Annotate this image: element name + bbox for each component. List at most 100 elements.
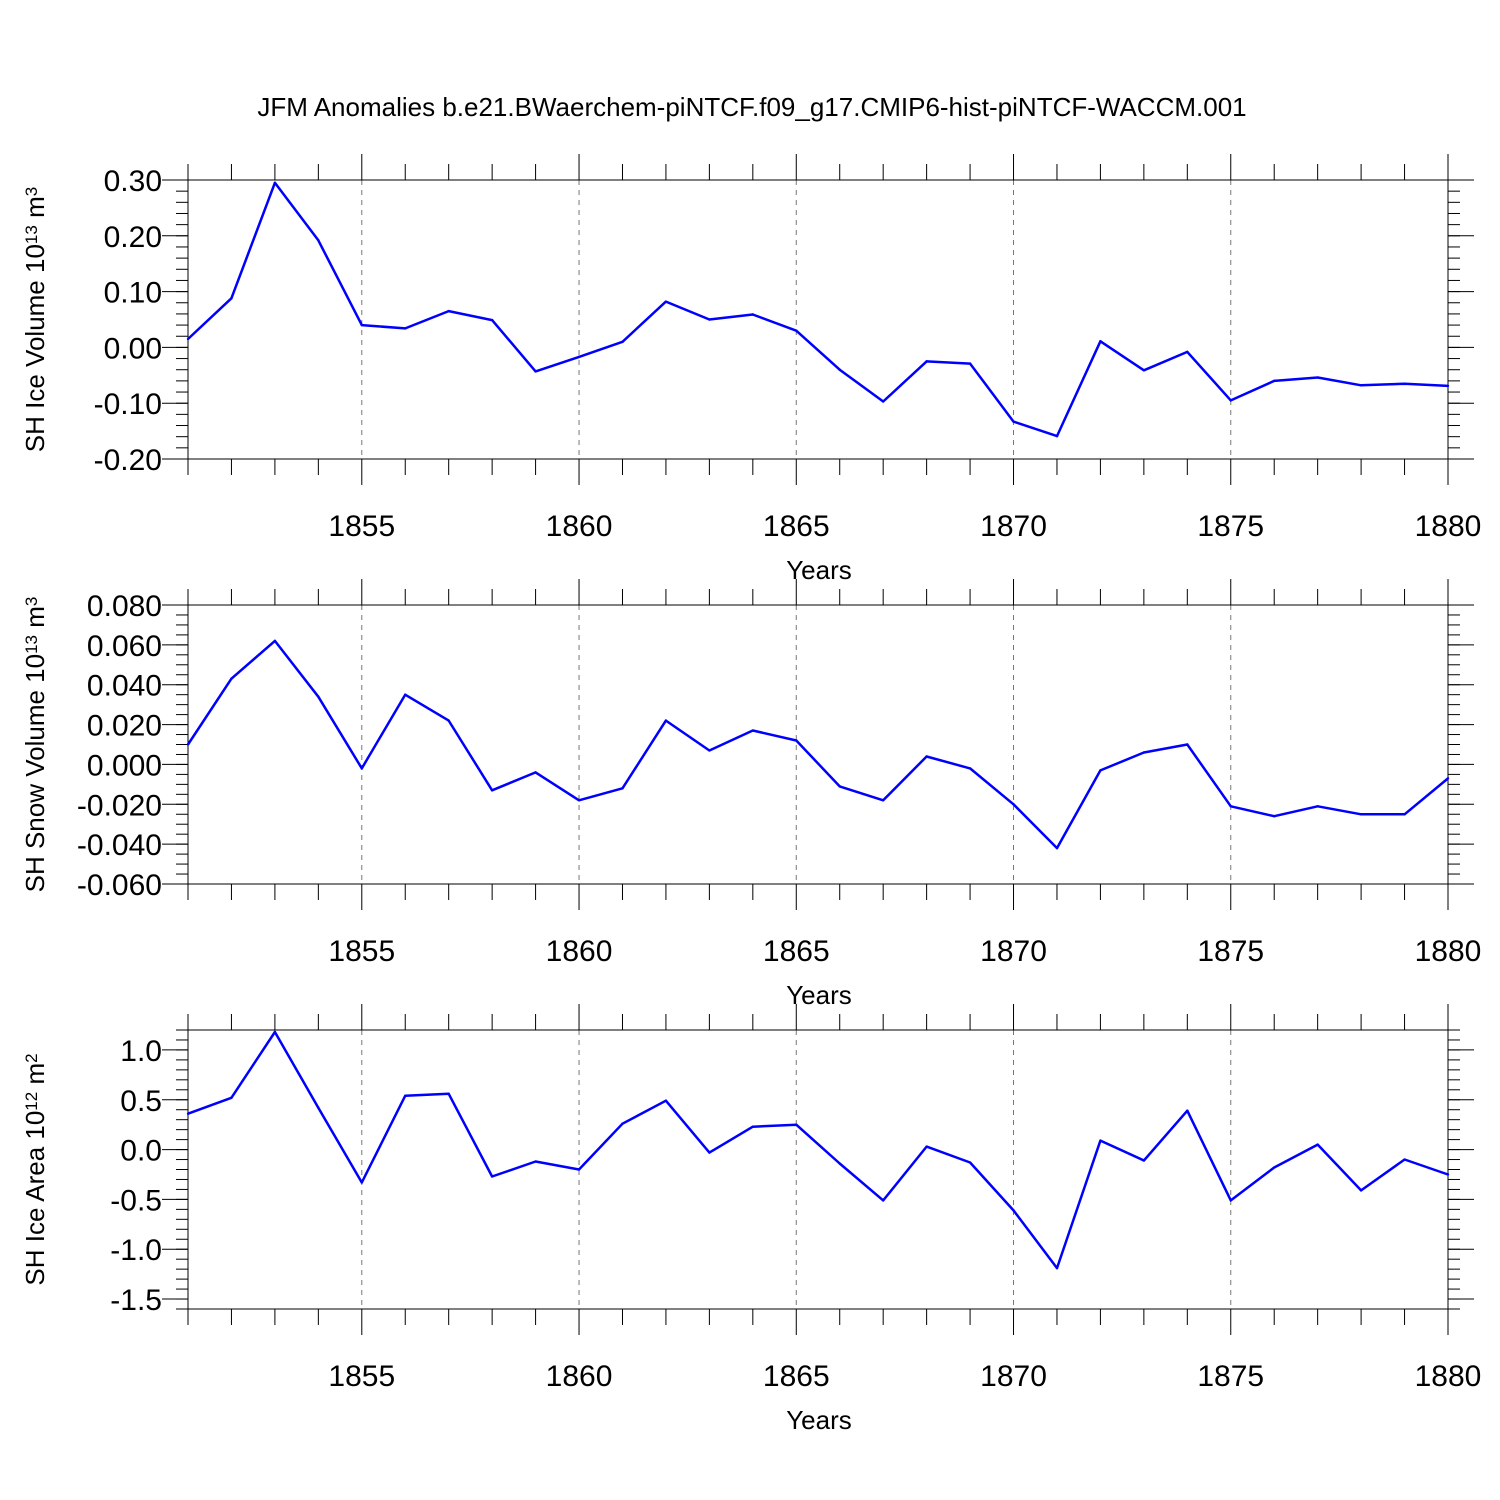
data-point [1012,420,1015,423]
data-point [534,370,537,373]
y-tick-label: 0.30 [104,165,162,198]
data-point [708,749,711,752]
y-axis-title: SH Ice Area 1012 m2 [20,1053,50,1285]
x-axis-title: Years [786,1405,852,1435]
data-point [360,767,363,770]
chart-title: JFM Anomalies b.e21.BWaerchem-piNTCF.f09… [257,92,1246,122]
series-line [187,181,1449,438]
data-point [1446,384,1450,388]
y-tick-label: 0.00 [104,332,162,365]
data-point [881,400,885,403]
y-axis-title-superscript: 12 [22,1092,41,1111]
data-point [1099,340,1102,343]
data-point [1359,813,1363,816]
data-point [664,719,668,722]
data-point [881,799,885,802]
data-point [490,1175,494,1178]
x-tick-label: 1860 [546,510,613,543]
y-axis-title-part: SH Ice Area 10 [20,1111,50,1286]
data-point [1055,434,1059,438]
data-point [708,318,711,321]
data-point [838,1162,841,1165]
data-point [317,695,320,698]
data-point [1142,751,1146,754]
y-axis-title-superscript: 3 [22,187,41,196]
data-point [577,799,581,802]
data-point [186,743,190,746]
data-point [621,787,624,790]
data-point [751,1125,755,1128]
x-tick-label: 1855 [328,1360,395,1393]
x-tick-label: 1870 [980,935,1047,968]
y-axis-title-superscript: 13 [22,225,41,244]
data-point [925,1145,928,1148]
data-point [273,181,277,184]
y-axis-title-superscript: 2 [22,1053,41,1062]
data-point [360,323,363,327]
data-point [317,1106,320,1109]
data-point [751,313,755,316]
data-point [1273,815,1276,818]
y-tick-label: -1.5 [110,1284,162,1317]
data-point [1099,769,1102,772]
y-tick-label: -0.060 [77,869,162,902]
data-point [186,1112,190,1115]
data-point [1273,1166,1276,1169]
chart-panel-ice-volume: -0.20 -0.10 0.00 0.10 0.20 0.30 1855 1860 1865 18… [20,154,1481,585]
series-line [187,1030,1449,1270]
data-point [1012,803,1015,806]
x-tick-label: 1865 [763,510,830,543]
data-point [1359,1189,1363,1192]
data-point [1142,1159,1146,1162]
data-point [317,239,320,242]
x-tick-label: 1880 [1415,1360,1482,1393]
y-axis-title-part: SH Ice Volume 10 [20,244,50,452]
x-tick-label: 1880 [1415,935,1482,968]
y-axis-title-superscript: 13 [22,635,41,654]
data-point [577,355,581,359]
y-tick-label: 0.0 [120,1135,162,1168]
x-tick-label: 1865 [763,935,830,968]
y-tick-label: 0.20 [104,221,162,254]
x-tick-label: 1860 [546,935,613,968]
x-tick-label: 1875 [1197,935,1264,968]
data-point [230,677,233,680]
data-point [404,693,407,696]
data-point [968,1161,972,1164]
data-point [577,1168,581,1171]
y-axis-title: SH Ice Volume 1013 m3 [20,187,50,452]
plot-frame [187,179,1449,460]
y-tick-label: 0.020 [87,710,162,743]
data-point [1186,350,1189,354]
x-axis-title: Years [786,555,852,585]
y-axis-title-part: SH Snow Volume 10 [20,654,50,892]
data-point [404,327,407,330]
data-point [881,1199,885,1202]
y-tick-label: 0.000 [87,749,162,782]
y-tick-label: 0.060 [87,630,162,663]
data-point [838,368,841,371]
data-point [534,1160,537,1163]
chart-panel-ice-area: -1.5 -1.0 -0.5 0.0 0.5 1.0 1855 1860 1865 1870 187… [20,1004,1481,1435]
data-point [1403,813,1406,816]
y-axis-title-superscript: 3 [22,597,41,606]
data-point [1316,1143,1319,1146]
data-point [968,767,972,770]
y-tick-label: 0.080 [87,590,162,623]
data-point [1186,743,1189,746]
x-tick-label: 1870 [980,510,1047,543]
data-point [925,755,928,758]
data-point [1229,399,1232,402]
data-point [838,785,841,788]
y-axis-title-part: m [20,1063,50,1092]
data-point [795,1123,798,1126]
y-axis-title-part: m [20,196,50,225]
plot-frame [187,1029,1449,1310]
data-point [1316,376,1319,379]
y-tick-label: 0.040 [87,670,162,703]
data-point [1316,805,1319,808]
x-axis-title: Years [786,980,852,1010]
data-point [1055,1266,1059,1270]
data-point [230,297,233,300]
